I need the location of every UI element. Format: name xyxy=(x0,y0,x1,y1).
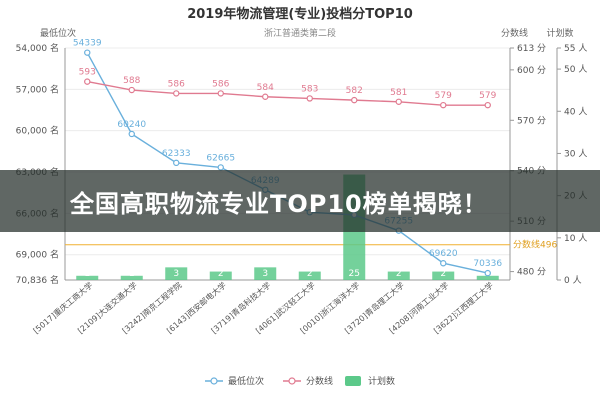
headline-text: 全国高职物流专业TOP10榜单揭晓！ xyxy=(70,189,488,218)
series-1-label-5: 583 xyxy=(301,84,318,94)
score-tick-label-2: 570 分 xyxy=(517,115,546,126)
series-1-point-4 xyxy=(262,93,269,100)
series-1-label-0: 593 xyxy=(79,68,96,78)
series-line-1 xyxy=(87,80,488,106)
series-0-point-1 xyxy=(128,130,135,138)
plan-bar-4 xyxy=(254,267,277,280)
series-1-label-2: 586 xyxy=(168,79,185,89)
plan-bar-2 xyxy=(165,267,188,280)
chart-title: 2019年物流管理(专业)投档分TOP10 xyxy=(187,6,413,22)
series-1-point-3 xyxy=(217,90,224,97)
plan-tick-label-1: 50 人 xyxy=(564,64,587,75)
series-1-point-7 xyxy=(395,98,402,105)
series-1-label-9: 579 xyxy=(479,91,496,101)
reference-line-label: 分数线496 xyxy=(513,239,557,251)
legend-marker-1 xyxy=(288,377,296,385)
plan-bar-label-0: 1 xyxy=(84,269,90,279)
plan-bar-9 xyxy=(476,275,499,280)
series-1-label-6: 582 xyxy=(346,86,363,96)
series-1-label-8: 579 xyxy=(435,91,452,101)
series-0-label-3: 62665 xyxy=(206,153,235,163)
plan-bar-0 xyxy=(76,275,99,280)
plan-bar-3 xyxy=(209,271,232,280)
plan-bar-label-1: 1 xyxy=(129,269,135,279)
legend-label-2: 计划数 xyxy=(368,375,395,387)
plan-bar-8 xyxy=(432,271,455,280)
score-axis-label: 分数线 xyxy=(501,27,528,39)
legend-swatch-2 xyxy=(345,376,361,386)
plan-bar-label-3: 2 xyxy=(218,269,224,279)
plan-bar-label-8: 2 xyxy=(440,269,446,279)
plan-bar-label-2: 3 xyxy=(173,269,179,279)
legend-label-1: 分数线 xyxy=(306,375,333,387)
series-0-label-0: 54339 xyxy=(73,39,102,49)
series-1-point-5 xyxy=(306,95,313,102)
plan-tick-label-6: 0 人 xyxy=(564,275,582,286)
plan-tick-label-5: 10 人 xyxy=(564,233,587,244)
series-1-label-1: 588 xyxy=(123,76,140,86)
plan-bar-1 xyxy=(120,275,143,280)
score-tick-label-0: 613 分 xyxy=(517,43,546,54)
rank-tick-label-2: 60,000 名 xyxy=(16,125,59,137)
series-line-0 xyxy=(86,52,488,274)
series-1-point-8 xyxy=(440,101,447,109)
plan-tick-label-3: 30 人 xyxy=(564,148,587,159)
series-0-label-9: 70336 xyxy=(473,259,502,269)
series-1-point-2 xyxy=(173,90,180,97)
rank-axis-label: 最低位次 xyxy=(40,27,76,39)
series-0-label-2: 62333 xyxy=(162,149,191,159)
plan-axis-label: 计划数 xyxy=(546,27,573,39)
score-tick-label-5: 480 分 xyxy=(517,267,546,278)
rank-tick-label-1: 57,000 名 xyxy=(16,83,59,95)
series-0-point-9 xyxy=(484,269,491,277)
series-1-point-1 xyxy=(128,86,135,94)
chart-subtitle: 浙江普通类第二段 xyxy=(264,27,336,39)
headline-banner: 全国高职物流专业TOP10榜单揭晓！ xyxy=(0,170,600,232)
plan-bar-label-4: 3 xyxy=(262,269,268,279)
series-0-label-8: 69620 xyxy=(429,249,458,259)
plan-bar-5 xyxy=(298,271,321,280)
series-1-point-0 xyxy=(84,78,91,85)
series-0-label-1: 60240 xyxy=(117,120,146,130)
legend-label-0: 最低位次 xyxy=(228,375,264,387)
legend-marker-0 xyxy=(210,377,218,385)
rank-tick-label-5: 69,000 名 xyxy=(16,249,59,261)
plan-bar-label-5: 2 xyxy=(307,269,313,279)
plan-bar-7 xyxy=(387,271,410,280)
series-0-point-2 xyxy=(173,159,180,167)
series-1-point-6 xyxy=(351,96,358,104)
rank-tick-label-0: 54,000 名 xyxy=(16,42,59,54)
series-1-label-3: 586 xyxy=(212,79,229,89)
plan-tick-label-2: 40 人 xyxy=(564,106,587,117)
rank-tick-label-6: 70,836 名 xyxy=(16,274,59,286)
score-tick-label-1: 600 分 xyxy=(517,65,546,76)
series-1-label-7: 581 xyxy=(390,88,407,98)
series-0-point-8 xyxy=(440,260,447,267)
plan-bar-label-7: 2 xyxy=(396,269,402,279)
plan-bar-label-6: 25 xyxy=(349,269,360,279)
series-0-point-0 xyxy=(84,49,91,56)
series-1-label-4: 584 xyxy=(257,83,274,93)
series-1-point-9 xyxy=(484,101,491,109)
plan-tick-label-0: 55 人 xyxy=(564,43,587,54)
